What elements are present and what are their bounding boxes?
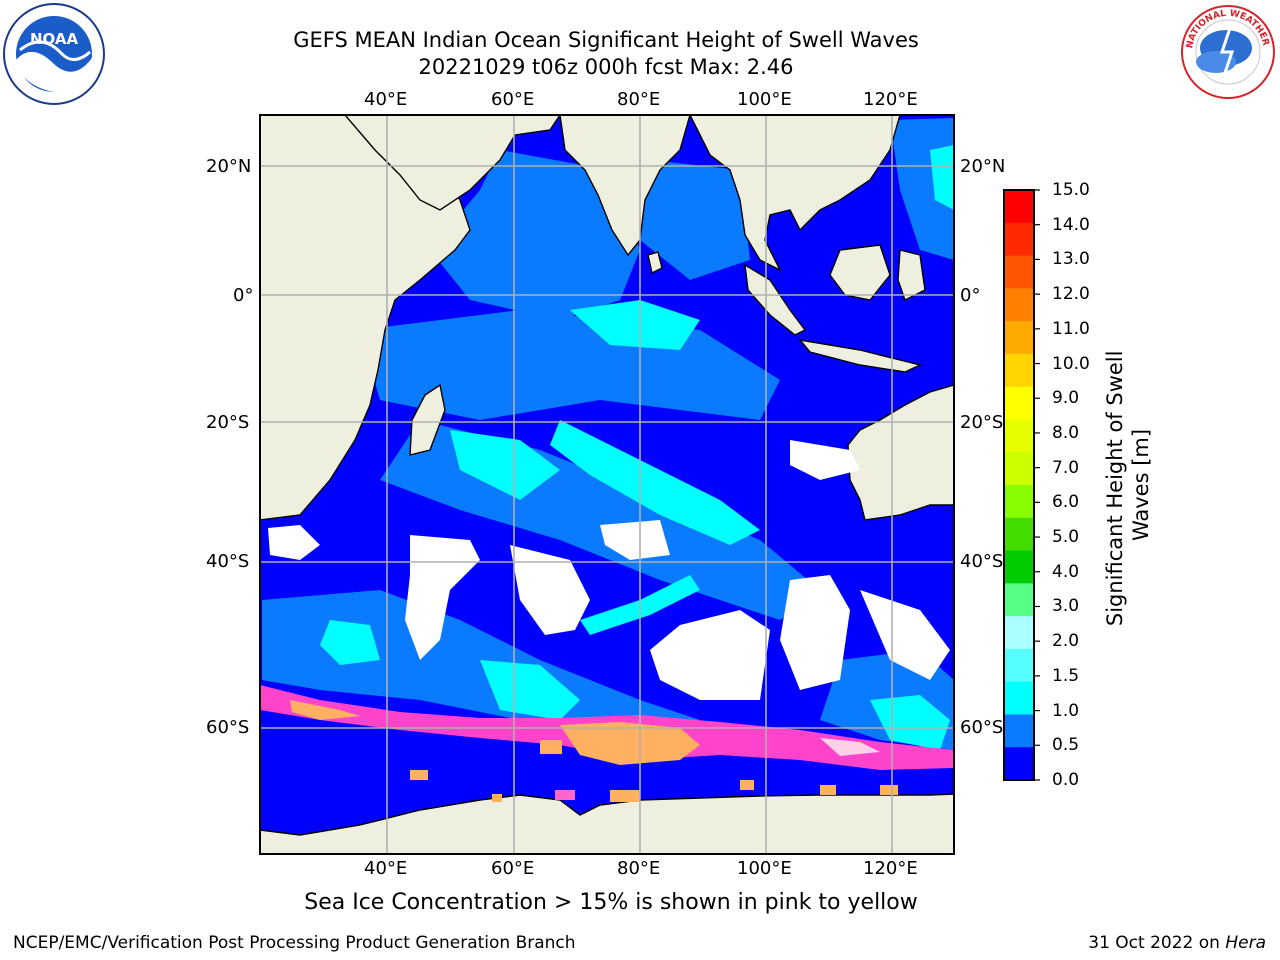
colorbar-tick-label: 10.0 — [1052, 353, 1090, 374]
colorbar-segment — [1004, 517, 1034, 552]
colorbar-title-line1: Significant Height of Swell — [1103, 351, 1127, 627]
colorbar-tick-label: 0.0 — [1052, 770, 1080, 790]
colorbar-segment — [1004, 288, 1034, 322]
map-gridlines — [260, 115, 954, 854]
lat-label-left-20s: 20°S — [206, 412, 250, 433]
footer-date-text: 31 Oct 2022 on — [1088, 933, 1226, 953]
lat-label-right-40s: 40°S — [960, 551, 1004, 572]
lat-label-right-20s: 20°S — [960, 412, 1004, 433]
colorbar-tick-label: 4.0 — [1052, 561, 1080, 582]
lon-label-bottom-100e: 100°E — [737, 858, 792, 879]
colorbar-segment — [1004, 616, 1034, 650]
colorbar-tick-label: 15.0 — [1052, 180, 1090, 200]
lon-label-bottom-80e: 80°E — [617, 858, 661, 879]
noaa-logo-icon: NOAA — [3, 3, 105, 105]
footer-host: Hera — [1225, 933, 1266, 953]
colorbar-tick-label: 2.0 — [1052, 631, 1080, 652]
colorbar-frame — [1003, 189, 1035, 781]
map-frame — [259, 114, 955, 855]
colorbar-tick-label: 13.0 — [1052, 249, 1090, 270]
colorbar-segment — [1004, 419, 1034, 453]
sea-ice-note: Sea Ice Concentration > 15% is shown in … — [304, 890, 918, 915]
footer-credit: NCEP/EMC/Verification Post Processing Pr… — [13, 933, 576, 953]
colorbar-segment — [1004, 681, 1034, 715]
colorbar-tick-label: 1.0 — [1052, 700, 1080, 721]
lon-label-top-100e: 100°E — [737, 89, 792, 110]
colorbar-segment — [1004, 353, 1034, 388]
sri-lanka-island — [647, 251, 663, 275]
colorbar-tick-label: 0.5 — [1052, 735, 1080, 756]
svg-text:Significant Height of Swell: Significant Height of Swell Waves [m] — [1103, 344, 1153, 626]
colorbar-tick-label: 9.0 — [1052, 388, 1080, 409]
noaa-logo-text: NOAA — [30, 30, 79, 48]
colorbar-segment — [1004, 386, 1034, 420]
lon-label-bottom-60e: 60°E — [491, 858, 535, 879]
lat-label-left-20n: 20°N — [206, 156, 252, 177]
colorbar-tick-label: 14.0 — [1052, 214, 1090, 235]
colorbar — [1003, 189, 1040, 781]
lat-label-left-40s: 40°S — [206, 551, 250, 572]
lat-label-left-0: 0° — [233, 285, 254, 306]
borneo-island — [829, 244, 891, 301]
colorbar-segment — [1004, 648, 1034, 683]
colorbar-tick-label: 12.0 — [1052, 284, 1090, 305]
lat-label-right-60s: 60°S — [960, 717, 1004, 738]
colorbar-tick-label: 5.0 — [1052, 527, 1080, 548]
map-subtitle: 20221029 t06z 000h fcst Max: 2.46 — [418, 55, 794, 79]
colorbar-segment — [1004, 222, 1034, 257]
colorbar-tick-label: 7.0 — [1052, 457, 1080, 478]
antarctica-landmass — [260, 793, 954, 854]
colorbar-tick-label: 6.0 — [1052, 492, 1080, 513]
southeast-asia-landmass — [689, 115, 901, 272]
map-title: GEFS MEAN Indian Ocean Significant Heigh… — [293, 28, 919, 52]
java-island — [798, 338, 923, 373]
no-data-regions — [268, 440, 950, 700]
colorbar-tick-label: 8.0 — [1052, 422, 1080, 443]
colorbar-tick-label: 3.0 — [1052, 596, 1080, 617]
sumatra-island — [744, 263, 807, 336]
lat-label-left-60s: 60°S — [206, 717, 250, 738]
lon-label-top-60e: 60°E — [491, 89, 535, 110]
colorbar-segment — [1004, 190, 1034, 224]
sea-ice-dots — [410, 740, 898, 802]
colorbar-segment — [1004, 747, 1034, 781]
lon-label-top-40e: 40°E — [364, 89, 408, 110]
lon-label-top-80e: 80°E — [617, 89, 661, 110]
colorbar-segment — [1004, 452, 1034, 486]
lon-label-top-120e: 120°E — [863, 89, 918, 110]
colorbar-segment — [1004, 321, 1034, 355]
colorbar-segment — [1004, 550, 1034, 584]
madagascar-island — [409, 383, 446, 456]
colorbar-title-line2: Waves [m] — [1129, 429, 1153, 541]
nws-logo-icon: NATIONAL WEATHER SERVICE — [1178, 4, 1275, 99]
lat-label-right-20n: 20°N — [960, 156, 1006, 177]
lat-label-right-0: 0° — [960, 285, 981, 306]
colorbar-tick-label: 1.5 — [1052, 665, 1080, 686]
colorbar-tick-label: 11.0 — [1052, 318, 1090, 339]
sulawesi-island — [897, 249, 926, 301]
land-masses — [260, 115, 954, 854]
colorbar-segment — [1004, 485, 1034, 519]
lon-label-bottom-120e: 120°E — [863, 858, 918, 879]
colorbar-segment — [1004, 255, 1034, 289]
footer-date: 31 Oct 2022 on Hera — [1088, 933, 1266, 953]
lon-label-bottom-40e: 40°E — [364, 858, 408, 879]
colorbar-title: Significant Height of Swell Waves [m] — [1103, 344, 1153, 627]
colorbar-segment — [1004, 714, 1034, 748]
australia-landmass — [847, 384, 954, 521]
colorbar-segment — [1004, 583, 1034, 617]
